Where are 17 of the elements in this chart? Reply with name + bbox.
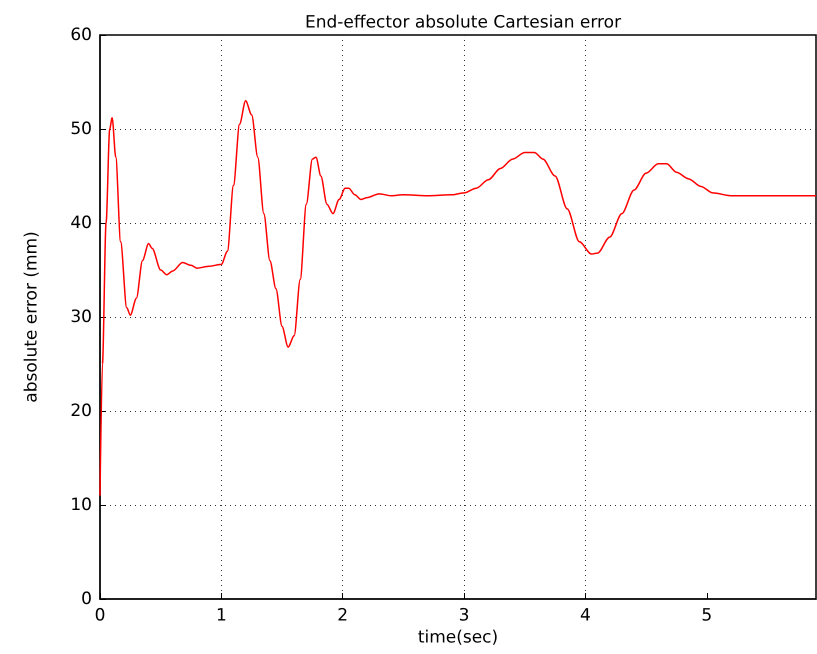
x-tick-label: 1 — [216, 606, 227, 626]
x-tick-label: 0 — [94, 606, 106, 626]
x-tick-label: 4 — [580, 606, 591, 626]
y-tick-label: 60 — [70, 25, 92, 45]
line-series — [99, 100, 817, 496]
y-tick-label: 0 — [81, 589, 92, 609]
x-tick-label: 5 — [701, 606, 712, 626]
y-tick-label: 30 — [70, 307, 92, 327]
y-tick-label: 40 — [70, 213, 92, 233]
y-axis-title: absolute error (mm) — [22, 231, 42, 403]
y-tick-label: 50 — [70, 119, 92, 139]
y-tick-label: 10 — [70, 495, 92, 515]
x-tick-label: 2 — [337, 606, 348, 626]
x-tick-label: 3 — [458, 606, 470, 626]
chart-title: End-effector absolute Cartesian error — [304, 12, 622, 32]
y-tick-label: 20 — [70, 401, 92, 421]
x-axis-title: time(sec) — [418, 628, 498, 648]
